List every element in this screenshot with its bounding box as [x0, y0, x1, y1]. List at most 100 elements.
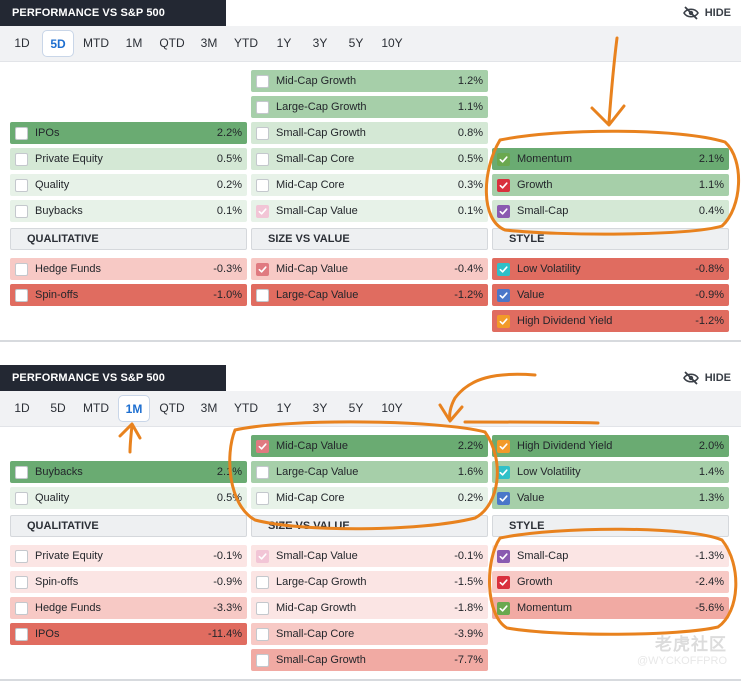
hide-button[interactable]: HIDE	[682, 369, 731, 387]
period-tab-5y[interactable]: 5Y	[348, 36, 364, 50]
rank-row-spin-offs[interactable]: Spin-offs -0.9%	[10, 571, 247, 593]
row-checkbox[interactable]	[256, 288, 269, 302]
period-tab-ytd[interactable]: YTD	[234, 401, 258, 415]
row-checkbox[interactable]	[256, 152, 269, 166]
rank-row-small-cap-growth[interactable]: Small-Cap Growth -7.7%	[251, 649, 488, 671]
period-tab-mtd[interactable]: MTD	[83, 401, 109, 415]
period-tab-1d[interactable]: 1D	[14, 401, 30, 415]
row-checkbox[interactable]	[15, 465, 28, 479]
row-checkbox[interactable]	[15, 491, 28, 505]
period-tab-1y[interactable]: 1Y	[276, 401, 292, 415]
row-checkbox[interactable]	[15, 288, 28, 302]
row-checkbox[interactable]	[497, 204, 510, 218]
rank-row-large-cap-value[interactable]: Large-Cap Value 1.6%	[251, 461, 488, 483]
rank-row-buybacks[interactable]: Buybacks 0.1%	[10, 200, 247, 222]
period-tab-mtd[interactable]: MTD	[83, 36, 109, 50]
rank-row-ipos[interactable]: IPOs -11.4%	[10, 623, 247, 645]
rank-row-small-cap-core[interactable]: Small-Cap Core -3.9%	[251, 623, 488, 645]
row-checkbox[interactable]	[15, 575, 28, 589]
rank-row-large-cap-growth[interactable]: Large-Cap Growth 1.1%	[251, 96, 488, 118]
rank-row-hedge-funds[interactable]: Hedge Funds -0.3%	[10, 258, 247, 280]
row-checkbox[interactable]	[497, 549, 510, 563]
period-tab-3m[interactable]: 3M	[200, 401, 218, 415]
period-tab-3y[interactable]: 3Y	[312, 36, 328, 50]
rank-row-private-equity[interactable]: Private Equity 0.5%	[10, 148, 247, 170]
row-checkbox[interactable]	[497, 288, 510, 302]
row-checkbox[interactable]	[497, 601, 510, 615]
row-checkbox[interactable]	[497, 152, 510, 166]
row-checkbox[interactable]	[497, 314, 510, 328]
row-checkbox[interactable]	[15, 549, 28, 563]
row-checkbox[interactable]	[256, 601, 269, 615]
rank-row-mid-cap-value[interactable]: Mid-Cap Value 2.2%	[251, 435, 488, 457]
row-checkbox[interactable]	[256, 100, 269, 114]
period-tab-10y[interactable]: 10Y	[381, 36, 403, 50]
rank-row-buybacks[interactable]: Buybacks 2.1%	[10, 461, 247, 483]
row-checkbox[interactable]	[497, 262, 510, 276]
row-checkbox[interactable]	[497, 465, 510, 479]
row-checkbox[interactable]	[15, 178, 28, 192]
rank-row-small-cap-value[interactable]: Small-Cap Value 0.1%	[251, 200, 488, 222]
row-checkbox[interactable]	[15, 262, 28, 276]
rank-row-small-cap-value[interactable]: Small-Cap Value -0.1%	[251, 545, 488, 567]
period-tab-3y[interactable]: 3Y	[312, 401, 328, 415]
row-checkbox[interactable]	[256, 262, 269, 276]
rank-row-small-cap-core[interactable]: Small-Cap Core 0.5%	[251, 148, 488, 170]
row-checkbox[interactable]	[256, 491, 269, 505]
row-checkbox[interactable]	[256, 204, 269, 218]
period-tab-1d[interactable]: 1D	[14, 36, 30, 50]
row-checkbox[interactable]	[497, 575, 510, 589]
rank-row-quality[interactable]: Quality 0.2%	[10, 174, 247, 196]
row-checkbox[interactable]	[256, 178, 269, 192]
period-tab-1m[interactable]: 1M	[118, 395, 150, 422]
rank-row-private-equity[interactable]: Private Equity -0.1%	[10, 545, 247, 567]
row-checkbox[interactable]	[15, 627, 28, 641]
period-tab-1m[interactable]: 1M	[125, 36, 143, 50]
period-tab-qtd[interactable]: QTD	[159, 401, 185, 415]
period-tab-3m[interactable]: 3M	[200, 36, 218, 50]
row-checkbox[interactable]	[15, 126, 28, 140]
rank-row-growth[interactable]: Growth 1.1%	[492, 174, 729, 196]
rank-row-large-cap-value[interactable]: Large-Cap Value -1.2%	[251, 284, 488, 306]
rank-row-value[interactable]: Value 1.3%	[492, 487, 729, 509]
period-tab-5y[interactable]: 5Y	[348, 401, 364, 415]
rank-row-hedge-funds[interactable]: Hedge Funds -3.3%	[10, 597, 247, 619]
row-checkbox[interactable]	[256, 439, 269, 453]
rank-row-mid-cap-growth[interactable]: Mid-Cap Growth -1.8%	[251, 597, 488, 619]
rank-row-large-cap-growth[interactable]: Large-Cap Growth -1.5%	[251, 571, 488, 593]
rank-row-growth[interactable]: Growth -2.4%	[492, 571, 729, 593]
rank-row-spin-offs[interactable]: Spin-offs -1.0%	[10, 284, 247, 306]
rank-row-mid-cap-core[interactable]: Mid-Cap Core 0.2%	[251, 487, 488, 509]
period-tab-1y[interactable]: 1Y	[276, 36, 292, 50]
row-checkbox[interactable]	[15, 204, 28, 218]
row-checkbox[interactable]	[15, 152, 28, 166]
rank-row-small-cap[interactable]: Small-Cap 0.4%	[492, 200, 729, 222]
rank-row-small-cap-growth[interactable]: Small-Cap Growth 0.8%	[251, 122, 488, 144]
rank-row-small-cap[interactable]: Small-Cap -1.3%	[492, 545, 729, 567]
rank-row-ipos[interactable]: IPOs 2.2%	[10, 122, 247, 144]
rank-row-mid-cap-value[interactable]: Mid-Cap Value -0.4%	[251, 258, 488, 280]
rank-row-mid-cap-growth[interactable]: Mid-Cap Growth 1.2%	[251, 70, 488, 92]
row-checkbox[interactable]	[256, 653, 269, 667]
period-tab-10y[interactable]: 10Y	[381, 401, 403, 415]
period-tab-qtd[interactable]: QTD	[159, 36, 185, 50]
row-checkbox[interactable]	[256, 74, 269, 88]
rank-row-momentum[interactable]: Momentum -5.6%	[492, 597, 729, 619]
rank-row-momentum[interactable]: Momentum 2.1%	[492, 148, 729, 170]
rank-row-high-dividend-yield[interactable]: High Dividend Yield -1.2%	[492, 310, 729, 332]
rank-row-low-volatility[interactable]: Low Volatility 1.4%	[492, 461, 729, 483]
row-checkbox[interactable]	[497, 491, 510, 505]
rank-row-low-volatility[interactable]: Low Volatility -0.8%	[492, 258, 729, 280]
period-tab-ytd[interactable]: YTD	[234, 36, 258, 50]
rank-row-high-dividend-yield[interactable]: High Dividend Yield 2.0%	[492, 435, 729, 457]
rank-row-value[interactable]: Value -0.9%	[492, 284, 729, 306]
row-checkbox[interactable]	[256, 126, 269, 140]
row-checkbox[interactable]	[497, 439, 510, 453]
row-checkbox[interactable]	[256, 465, 269, 479]
rank-row-quality[interactable]: Quality 0.5%	[10, 487, 247, 509]
row-checkbox[interactable]	[256, 627, 269, 641]
period-tab-5d[interactable]: 5D	[42, 30, 74, 57]
rank-row-mid-cap-core[interactable]: Mid-Cap Core 0.3%	[251, 174, 488, 196]
period-tab-5d[interactable]: 5D	[50, 401, 66, 415]
hide-button[interactable]: HIDE	[682, 4, 731, 22]
